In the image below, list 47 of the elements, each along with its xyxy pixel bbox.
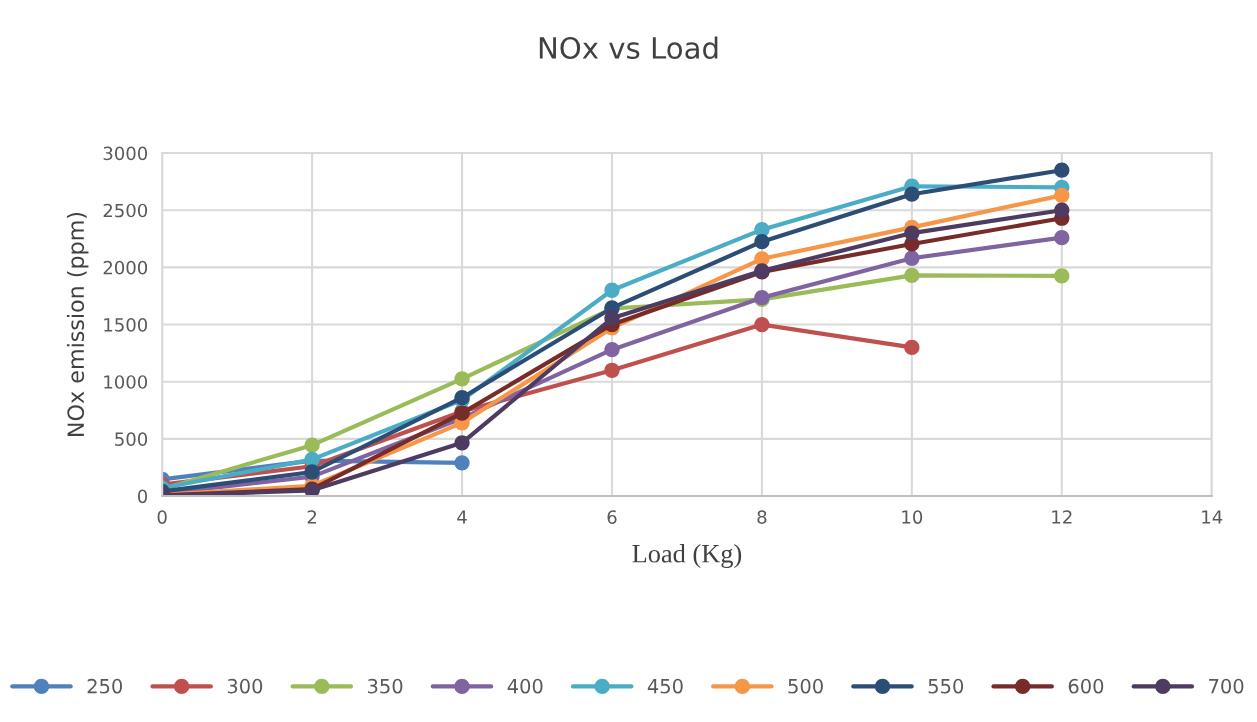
point — [604, 362, 620, 378]
legend-label: 350 — [368, 678, 403, 694]
x-tick-label: 14 — [1202, 510, 1223, 524]
point — [454, 435, 470, 451]
legend-label: 600 — [1068, 678, 1104, 694]
point — [904, 339, 920, 356]
x-tick-label: 12 — [1052, 510, 1072, 524]
y-tick-label: 1000 — [104, 375, 148, 389]
legend-label: 250 — [87, 678, 123, 694]
x-tick-label: 2 — [307, 510, 317, 524]
point — [754, 316, 770, 333]
point — [604, 342, 620, 358]
x-tick-label: 6 — [607, 510, 617, 524]
y-tick-label: 2500 — [103, 203, 148, 218]
legend-label: 450 — [647, 678, 683, 694]
point — [1054, 268, 1070, 284]
legend-label: 550 — [928, 678, 964, 694]
y-tick-label: 2000 — [103, 260, 148, 275]
x-tick-label: 10 — [902, 510, 923, 524]
point — [1054, 230, 1070, 246]
y-tick-label: 3000 — [103, 146, 148, 161]
point — [1054, 202, 1070, 218]
legend-label: 300 — [227, 678, 263, 694]
point — [304, 464, 320, 480]
point — [904, 267, 920, 284]
x-tick-label: 4 — [457, 510, 467, 524]
point — [904, 225, 920, 241]
x-tick-label: 8 — [757, 510, 767, 524]
point — [1054, 187, 1070, 203]
point — [1054, 162, 1070, 178]
x-axis-title: Load (Kg) — [632, 544, 742, 569]
y-tick-label: 500 — [115, 432, 148, 446]
legend-label: 500 — [788, 678, 823, 694]
y-axis-title: NOx emission (ppm) — [66, 212, 89, 436]
chart-title: NOx vs Load — [539, 36, 718, 59]
point — [304, 437, 320, 453]
legend-label: 400 — [507, 678, 543, 694]
legend-label: 700 — [1209, 678, 1244, 694]
point — [904, 186, 920, 202]
x-tick-label: 0 — [157, 510, 167, 524]
point — [604, 310, 620, 326]
y-tick-label: 1500 — [104, 318, 148, 332]
point — [904, 250, 920, 266]
point — [604, 282, 620, 298]
point — [454, 371, 470, 387]
y-tick-label: 0 — [137, 489, 148, 504]
point — [754, 234, 770, 250]
